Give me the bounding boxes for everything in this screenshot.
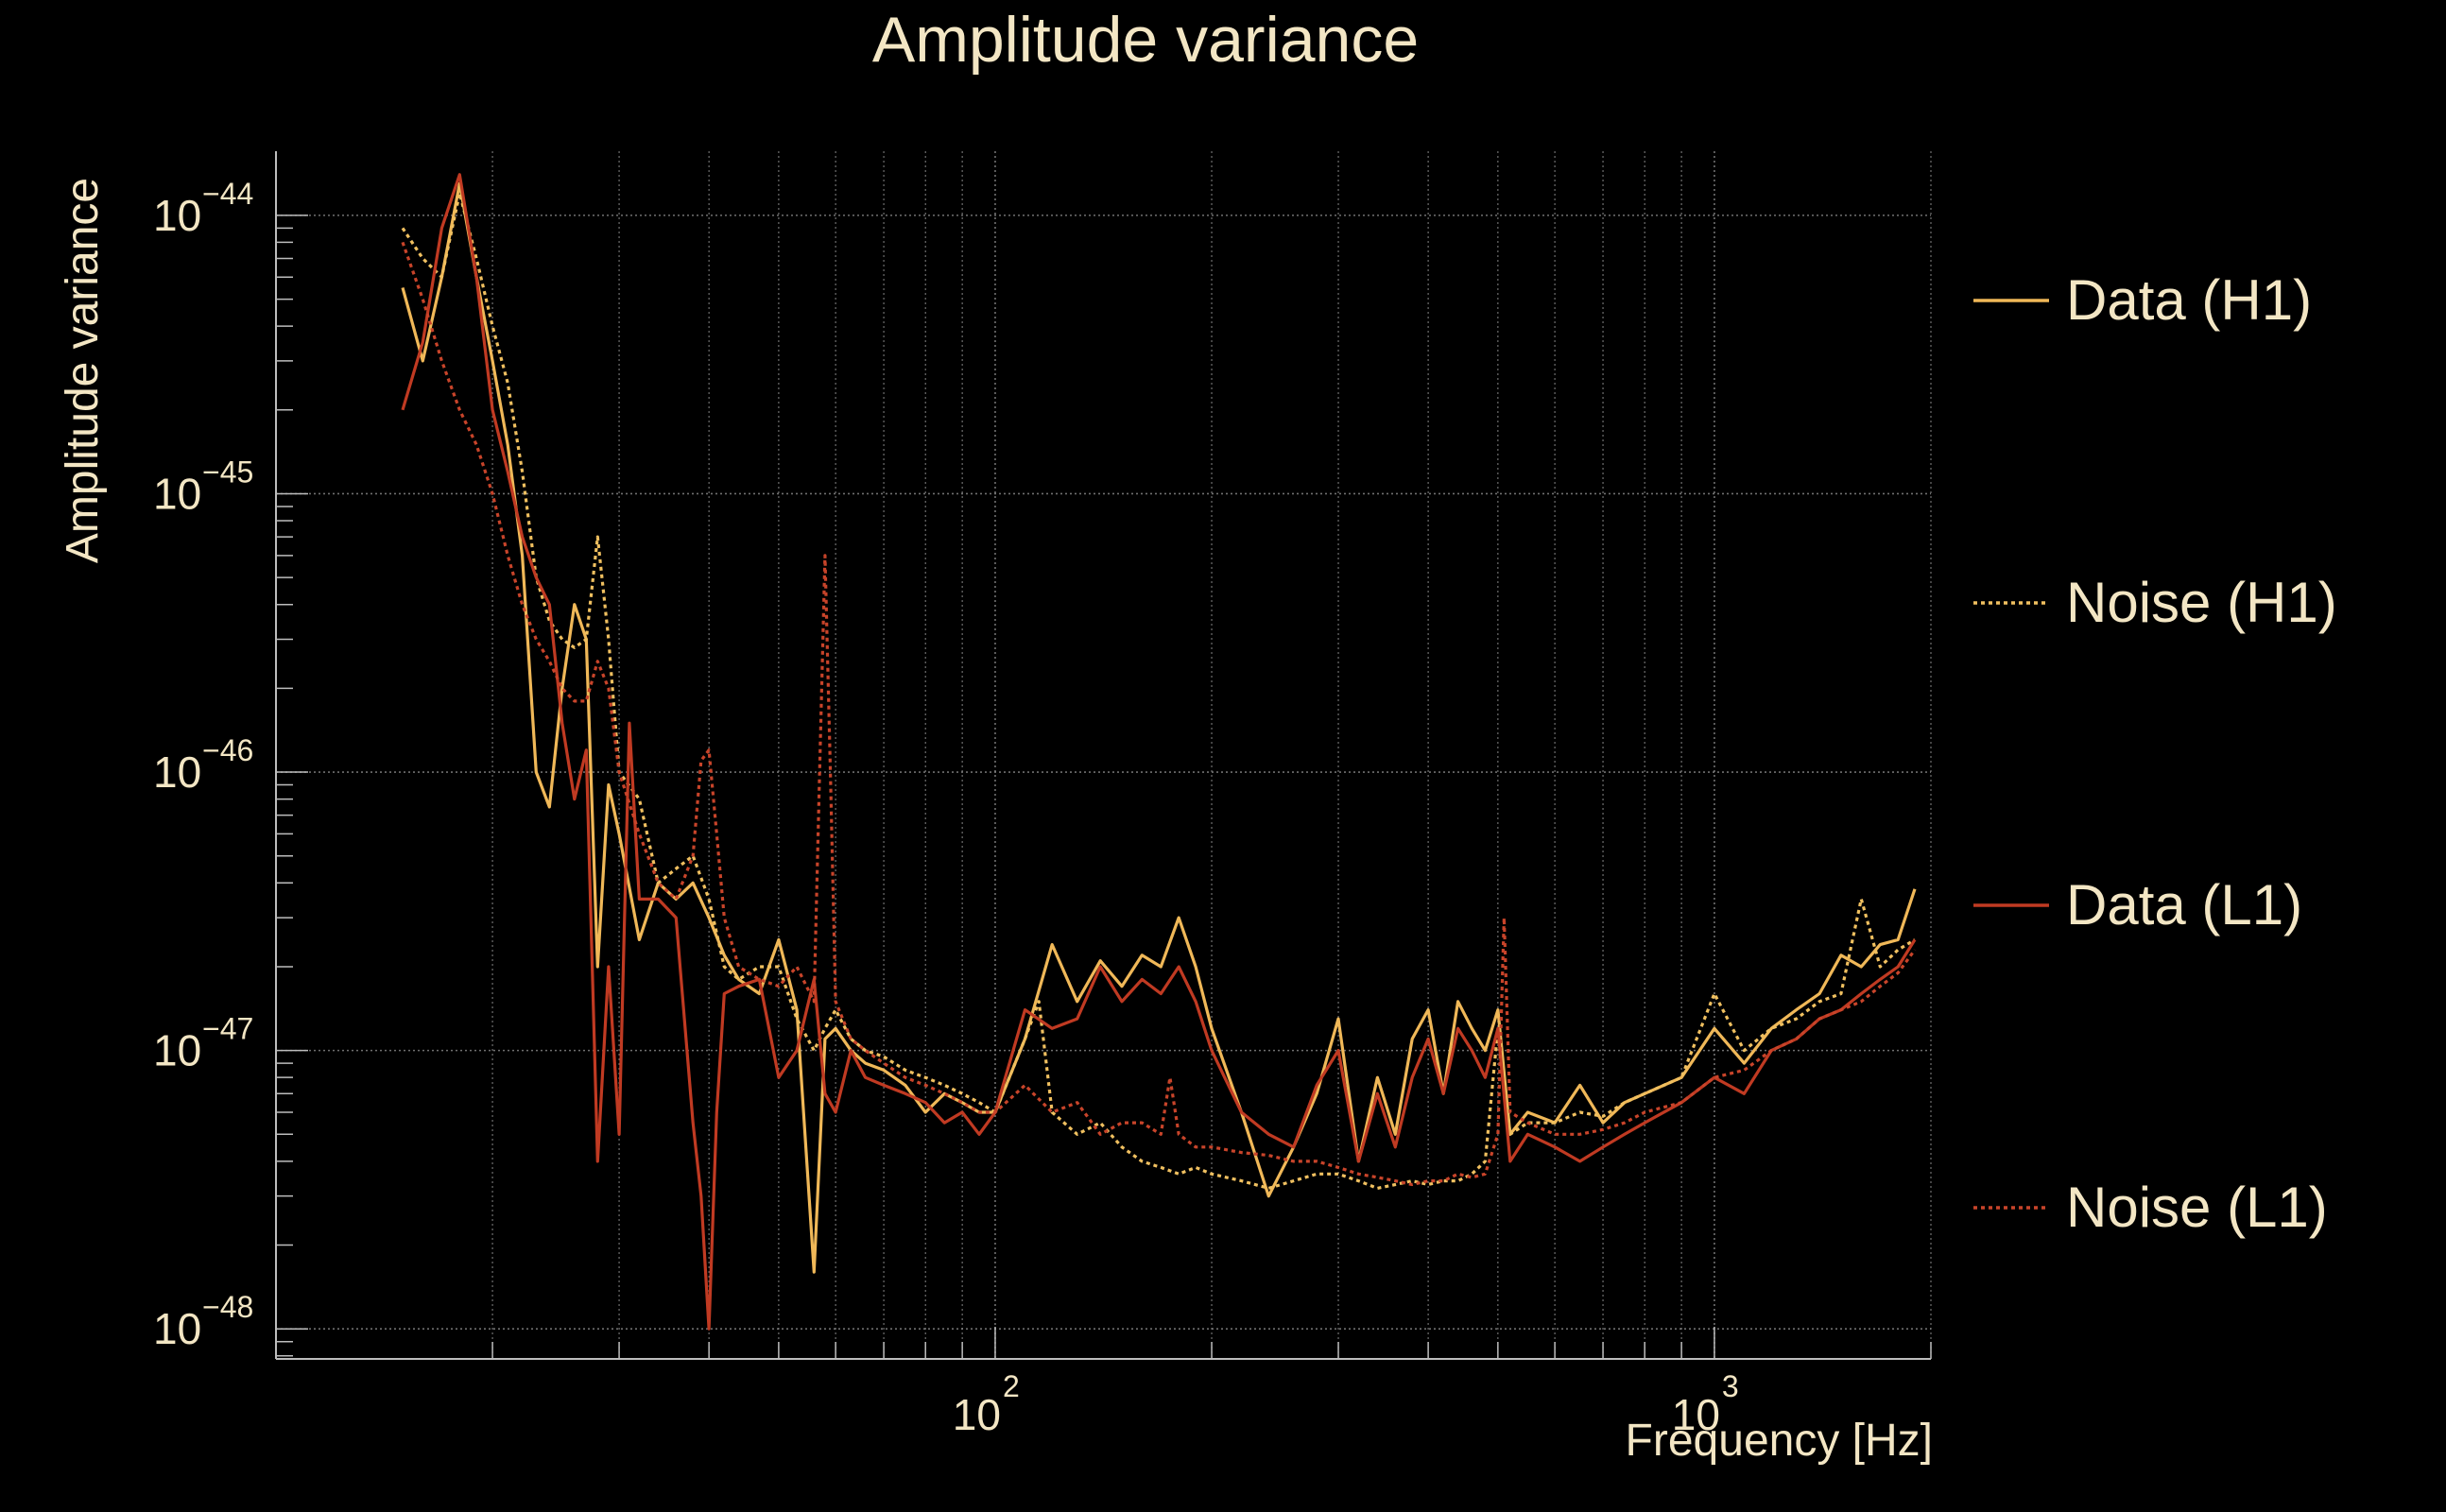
y-tick-label-base: 10 (153, 1026, 201, 1075)
y-tick-label-base: 10 (153, 469, 201, 518)
series-line-data-l1 (401, 173, 1917, 1331)
x-tick-label-exponent: 3 (1722, 1369, 1739, 1403)
legend-label: Noise (L1) (2066, 1176, 2328, 1239)
y-tick-label-base: 10 (153, 1304, 201, 1353)
x-tick-label-base: 10 (953, 1390, 1001, 1439)
y-tick-label-exponent: −46 (202, 733, 253, 767)
y-tick-label-exponent: −44 (202, 177, 253, 211)
y-tick-label-base: 10 (153, 191, 201, 240)
grid-lines (275, 151, 1932, 1359)
axis-ticks (275, 215, 1932, 1359)
y-tick-label: 10 −47 (153, 1012, 253, 1075)
y-tick-label: 10 −45 (153, 455, 253, 518)
legend-entry-noise-h1: Noise (H1) (1973, 571, 2337, 634)
y-tick-label-exponent: −48 (202, 1290, 253, 1324)
series-line-data-h1 (401, 181, 1917, 1274)
y-tick-label: 10 −48 (153, 1290, 253, 1353)
x-tick-label-base: 10 (1672, 1390, 1720, 1439)
legend-entry-noise-l1: Noise (L1) (1973, 1176, 2328, 1239)
legend-entry-data-l1: Data (L1) (1973, 873, 2302, 936)
y-tick-label: 10 −44 (153, 177, 253, 240)
y-tick-label-exponent: −45 (202, 455, 253, 489)
y-tick-label-base: 10 (153, 747, 201, 797)
x-tick-label-exponent: 2 (1003, 1369, 1020, 1403)
series-line-noise-h1 (401, 192, 1916, 1191)
y-axis-label: Amplitude variance (58, 178, 108, 563)
legend-entry-data-h1: Data (H1) (1973, 268, 2312, 332)
x-axis-label: Frequency [Hz] (1626, 1416, 1933, 1466)
y-tick-label: 10 −46 (153, 733, 253, 797)
axes (275, 151, 1931, 1360)
legend-label: Noise (H1) (2066, 571, 2337, 634)
y-tick-label-exponent: −47 (202, 1012, 253, 1046)
legend: Data (H1) Noise (H1) Data (L1) Noise (L1) (1973, 268, 2337, 1239)
chart-title: Amplitude variance (872, 4, 1419, 76)
legend-label: Data (L1) (2066, 873, 2302, 936)
legend-label: Data (H1) (2066, 268, 2312, 332)
x-tick-label: 102 (953, 1369, 1020, 1439)
series-line-noise-l1 (401, 241, 1917, 1187)
x-tick-label: 103 (1672, 1369, 1739, 1439)
series-lines (401, 173, 1917, 1331)
